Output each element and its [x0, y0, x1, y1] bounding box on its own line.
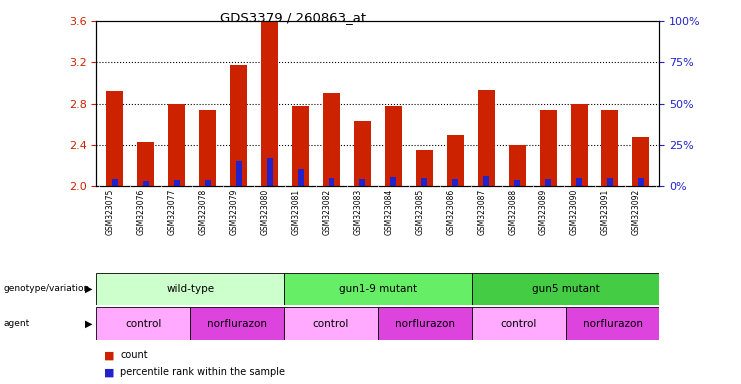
Text: gun5 mutant: gun5 mutant	[532, 284, 599, 294]
Text: GSM323083: GSM323083	[353, 189, 362, 235]
Bar	[96, 273, 284, 305]
Bar	[391, 177, 396, 186]
Bar	[452, 179, 458, 186]
Text: percentile rank within the sample: percentile rank within the sample	[120, 367, 285, 377]
Bar	[107, 91, 124, 186]
Bar	[137, 142, 154, 186]
Text: GSM323091: GSM323091	[601, 189, 610, 235]
Bar	[378, 307, 472, 340]
Text: genotype/variation: genotype/variation	[4, 285, 90, 293]
Bar	[508, 145, 525, 186]
Text: GSM323084: GSM323084	[385, 189, 393, 235]
Bar	[571, 104, 588, 186]
Text: norflurazon: norflurazon	[207, 318, 267, 329]
Text: GSM323082: GSM323082	[322, 189, 331, 235]
Text: agent: agent	[4, 319, 30, 328]
Text: GSM323092: GSM323092	[632, 189, 641, 235]
Bar	[230, 66, 247, 186]
Bar	[168, 104, 185, 186]
Text: norflurazon: norflurazon	[395, 318, 455, 329]
Bar	[236, 162, 242, 186]
Bar	[292, 106, 309, 186]
Text: GSM323085: GSM323085	[415, 189, 425, 235]
Bar	[472, 307, 565, 340]
Bar	[323, 93, 340, 186]
Text: control: control	[500, 318, 537, 329]
Text: count: count	[120, 350, 147, 360]
Text: GSM323088: GSM323088	[508, 189, 517, 235]
Bar	[545, 179, 551, 186]
Bar	[199, 110, 216, 186]
Bar	[602, 110, 619, 186]
Text: GSM323081: GSM323081	[291, 189, 301, 235]
Text: ▶: ▶	[85, 318, 93, 329]
Text: ■: ■	[104, 350, 114, 360]
Bar	[284, 273, 472, 305]
Bar	[96, 307, 190, 340]
Bar	[514, 180, 520, 186]
Text: norflurazon: norflurazon	[582, 318, 642, 329]
Bar	[284, 307, 378, 340]
Bar	[267, 158, 273, 186]
Text: GSM323090: GSM323090	[570, 189, 579, 235]
Text: GSM323080: GSM323080	[261, 189, 270, 235]
Text: GSM323086: GSM323086	[446, 189, 455, 235]
Bar	[576, 178, 582, 186]
Bar	[478, 90, 495, 186]
Bar	[416, 150, 433, 186]
Text: GDS3379 / 260863_at: GDS3379 / 260863_at	[220, 12, 367, 25]
Text: control: control	[125, 318, 162, 329]
Bar	[328, 178, 334, 186]
Bar	[638, 178, 644, 186]
Text: GSM323077: GSM323077	[167, 189, 177, 235]
Bar	[298, 169, 304, 186]
Bar	[205, 180, 210, 186]
Text: GSM323076: GSM323076	[137, 189, 146, 235]
Bar	[539, 110, 556, 186]
Bar	[174, 180, 180, 186]
Bar	[447, 135, 464, 186]
Bar	[385, 106, 402, 186]
Bar	[261, 21, 278, 186]
Text: control: control	[313, 318, 349, 329]
Text: GSM323089: GSM323089	[539, 189, 548, 235]
Bar	[422, 178, 428, 186]
Bar	[112, 179, 118, 186]
Text: GSM323078: GSM323078	[199, 189, 207, 235]
Bar	[632, 137, 649, 186]
Text: GSM323087: GSM323087	[477, 189, 486, 235]
Bar	[483, 176, 489, 186]
Bar	[472, 273, 659, 305]
Text: gun1-9 mutant: gun1-9 mutant	[339, 284, 417, 294]
Text: GSM323079: GSM323079	[230, 189, 239, 235]
Text: ■: ■	[104, 367, 114, 377]
Text: GSM323075: GSM323075	[106, 189, 115, 235]
Bar	[607, 178, 613, 186]
Bar	[354, 121, 371, 186]
Text: ▶: ▶	[85, 284, 93, 294]
Text: wild-type: wild-type	[166, 284, 214, 294]
Bar	[565, 307, 659, 340]
Bar	[143, 181, 149, 186]
Bar	[190, 307, 284, 340]
Bar	[359, 179, 365, 186]
